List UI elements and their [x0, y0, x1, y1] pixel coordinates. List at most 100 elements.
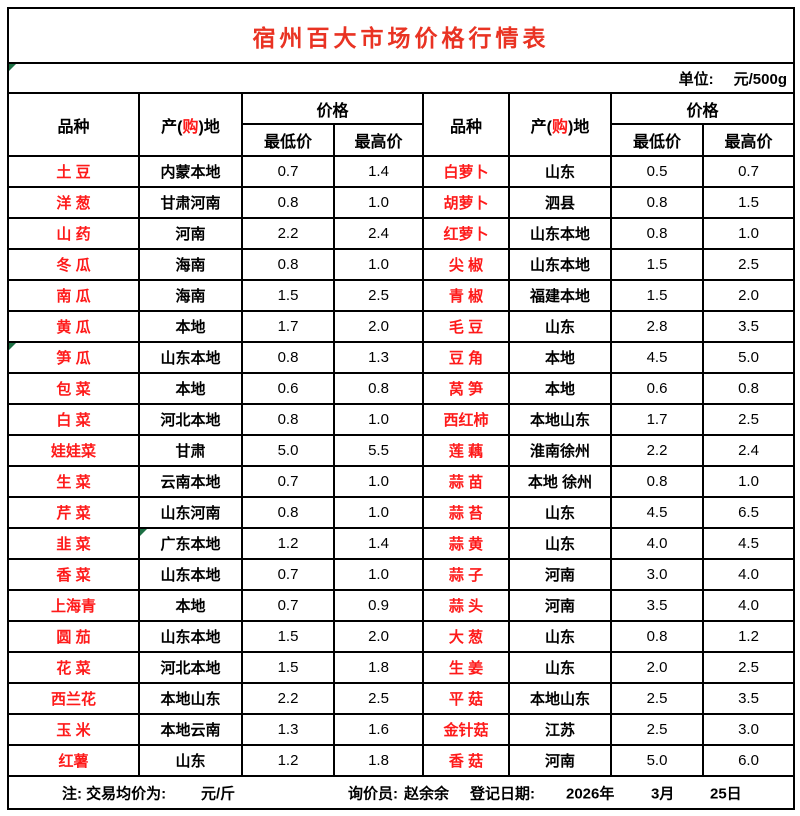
- product-name: 包 菜: [7, 372, 140, 405]
- product-origin: 淮南徐州: [508, 434, 612, 467]
- origin-header-post: )地: [198, 118, 220, 136]
- min-price: 3.5: [610, 589, 704, 622]
- col-header-price-right: 价格: [610, 92, 795, 125]
- product-name: 韭 菜: [7, 527, 140, 560]
- min-price: 2.5: [610, 682, 704, 715]
- product-name: 莲 藕: [422, 434, 510, 467]
- product-origin: 本地: [138, 589, 243, 622]
- data-rows: 土 豆 内蒙本地 0.7 1.4 白萝卜 山东 0.5 0.7 洋 葱 甘肃河南…: [7, 155, 795, 777]
- product-origin: 甘肃河南: [138, 186, 243, 219]
- product-origin: 山东本地: [138, 620, 243, 653]
- product-name: 青 椒: [422, 279, 510, 312]
- max-price: 1.0: [333, 403, 424, 436]
- unit-cell: 单位: 元/500g: [7, 62, 795, 94]
- date-month: 3月: [651, 785, 675, 802]
- table-row: 上海青 本地 0.7 0.9 蒜 头 河南 3.5 4.0: [7, 589, 795, 622]
- max-price: 1.5: [702, 186, 795, 219]
- min-price: 2.2: [241, 682, 335, 715]
- product-origin: 甘肃: [138, 434, 243, 467]
- max-price: 2.0: [333, 620, 424, 653]
- table-row: 土 豆 内蒙本地 0.7 1.4 白萝卜 山东 0.5 0.7: [7, 155, 795, 188]
- min-price: 0.8: [610, 217, 704, 250]
- product-origin: 河北本地: [138, 403, 243, 436]
- product-name: 南 瓜: [7, 279, 140, 312]
- product-name: 圆 茄: [7, 620, 140, 653]
- min-price: 1.5: [241, 279, 335, 312]
- min-price: 0.8: [610, 186, 704, 219]
- min-price: 0.8: [610, 465, 704, 498]
- header-row-1: 品种 产(购)地 价格 品种 产(购)地 价格: [7, 92, 795, 157]
- product-name: 娃娃菜: [7, 434, 140, 467]
- product-origin: 江苏: [508, 713, 612, 746]
- max-price: 1.0: [333, 465, 424, 498]
- product-origin: 山东: [138, 744, 243, 777]
- unit-label: 单位:: [678, 70, 714, 88]
- unit-row: 单位: 元/500g: [7, 62, 795, 94]
- product-name: 平 菇: [422, 682, 510, 715]
- table-row: 山 药 河南 2.2 2.4 红萝卜 山东本地 0.8 1.0: [7, 217, 795, 250]
- origin-header-pre: 产(: [530, 118, 552, 136]
- product-name: 冬 瓜: [7, 248, 140, 281]
- col-header-origin-left: 产(购)地: [138, 92, 243, 157]
- min-price: 0.8: [241, 186, 335, 219]
- max-price: 4.0: [702, 589, 795, 622]
- product-origin: 山东本地: [508, 248, 612, 281]
- max-price: 4.5: [702, 527, 795, 560]
- max-price: 3.0: [702, 713, 795, 746]
- product-name: 豆 角: [422, 341, 510, 374]
- min-price: 0.8: [241, 496, 335, 529]
- table-row: 白 菜 河北本地 0.8 1.0 西红柿 本地山东 1.7 2.5: [7, 403, 795, 436]
- product-name: 尖 椒: [422, 248, 510, 281]
- origin-header-red: 购: [182, 118, 199, 136]
- max-price: 3.5: [702, 682, 795, 715]
- product-name: 白 菜: [7, 403, 140, 436]
- max-price: 1.0: [333, 496, 424, 529]
- max-price: 0.9: [333, 589, 424, 622]
- max-price: 0.8: [702, 372, 795, 405]
- max-price: 1.4: [333, 527, 424, 560]
- min-price: 5.0: [610, 744, 704, 777]
- min-price: 0.7: [241, 465, 335, 498]
- product-origin: 山东本地: [508, 217, 612, 250]
- max-price: 2.0: [702, 279, 795, 312]
- product-name: 上海青: [7, 589, 140, 622]
- product-origin: 本地云南: [138, 713, 243, 746]
- product-name: 蒜 黄: [422, 527, 510, 560]
- min-price: 1.5: [610, 248, 704, 281]
- product-name: 西红柿: [422, 403, 510, 436]
- product-origin: 山东: [508, 496, 612, 529]
- table-row: 芹 菜 山东河南 0.8 1.0 蒜 苔 山东 4.5 6.5: [7, 496, 795, 529]
- table-row: 冬 瓜 海南 0.8 1.0 尖 椒 山东本地 1.5 2.5: [7, 248, 795, 281]
- product-origin: 本地山东: [508, 403, 612, 436]
- min-price: 0.8: [241, 248, 335, 281]
- product-origin: 广东本地: [138, 527, 243, 560]
- min-price: 0.8: [241, 403, 335, 436]
- min-price: 1.2: [241, 744, 335, 777]
- min-price: 0.7: [241, 558, 335, 591]
- product-origin: 山东: [508, 155, 612, 188]
- max-price: 6.0: [702, 744, 795, 777]
- product-name: 洋 葱: [7, 186, 140, 219]
- product-origin: 河南: [508, 744, 612, 777]
- min-price: 2.0: [610, 651, 704, 684]
- product-origin: 本地: [508, 341, 612, 374]
- table-row: 韭 菜 广东本地 1.2 1.4 蒜 黄 山东 4.0 4.5: [7, 527, 795, 560]
- min-price: 4.5: [610, 341, 704, 374]
- product-name: 红薯: [7, 744, 140, 777]
- footer-cell: 注: 交易均价为: 元/斤 询价员: 赵余余 登记日期: 2026年 3月 25…: [7, 775, 795, 810]
- col-header-variety-right: 品种: [422, 92, 510, 157]
- product-origin: 云南本地: [138, 465, 243, 498]
- min-price: 1.7: [610, 403, 704, 436]
- col-header-price-left: 价格: [241, 92, 424, 125]
- product-name: 生 菜: [7, 465, 140, 498]
- product-origin: 河南: [508, 589, 612, 622]
- product-origin: 海南: [138, 279, 243, 312]
- product-origin: 本地: [138, 310, 243, 343]
- table-row: 西兰花 本地山东 2.2 2.5 平 菇 本地山东 2.5 3.5: [7, 682, 795, 715]
- date-day: 25日: [710, 785, 742, 802]
- product-origin: 福建本地: [508, 279, 612, 312]
- max-price: 5.5: [333, 434, 424, 467]
- col-header-max-right: 最高价: [702, 123, 795, 157]
- max-price: 6.5: [702, 496, 795, 529]
